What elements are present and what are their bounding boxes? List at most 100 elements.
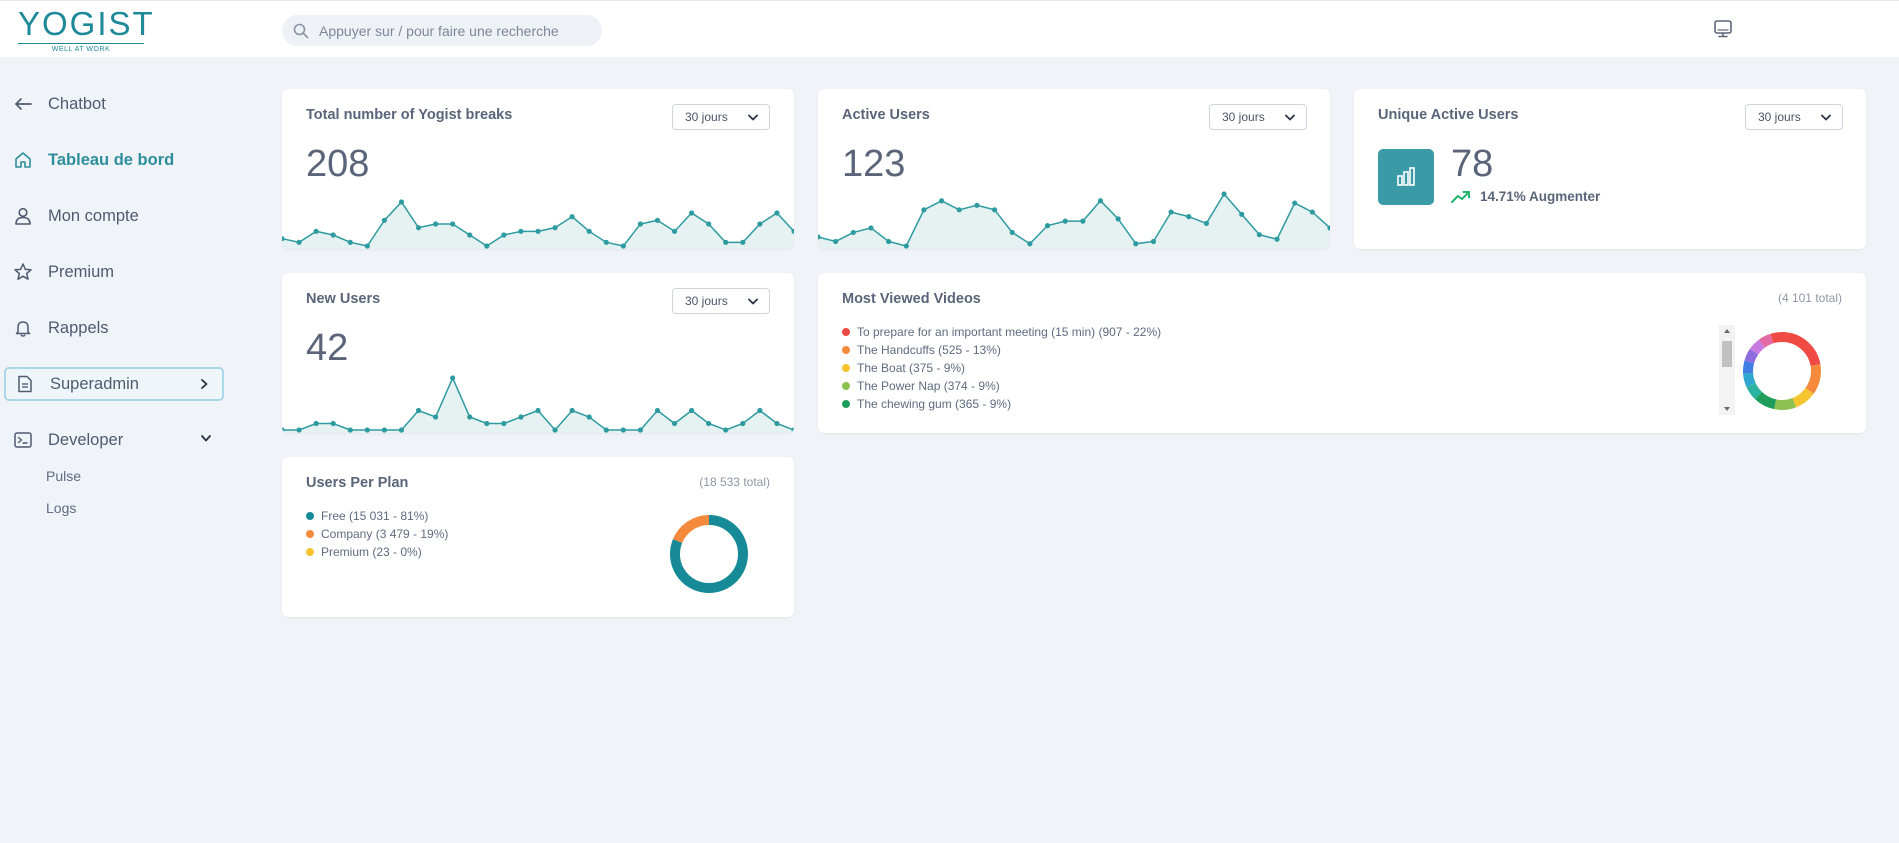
breaks-point[interactable]	[535, 228, 541, 234]
videos-slice[interactable]	[1743, 332, 1821, 410]
legend-item[interactable]: Premium (23 - 0%)	[306, 543, 448, 561]
new-users-point[interactable]	[467, 414, 473, 420]
legend-item[interactable]: The Power Nap (374 - 9%)	[842, 377, 1161, 395]
new-users-point[interactable]	[740, 420, 746, 427]
active-users-point[interactable]	[1186, 214, 1192, 220]
active-users-point[interactable]	[1221, 191, 1227, 197]
scroll-down-icon[interactable]	[1719, 403, 1735, 415]
sidebar-item-premium[interactable]: Premium	[4, 255, 224, 289]
new-users-point[interactable]	[620, 427, 626, 433]
breaks-point[interactable]	[347, 239, 353, 245]
new-users-point[interactable]	[791, 427, 794, 433]
new-users-point[interactable]	[484, 420, 490, 427]
breaks-point[interactable]	[552, 225, 558, 231]
period-select[interactable]: 30 jours	[672, 288, 770, 314]
new-users-point[interactable]	[757, 407, 763, 414]
new-users-point[interactable]	[603, 427, 609, 433]
new-users-point[interactable]	[364, 427, 370, 433]
active-users-point[interactable]	[1292, 200, 1298, 206]
breaks-point[interactable]	[313, 228, 319, 234]
new-users-point[interactable]	[381, 427, 387, 433]
new-users-point[interactable]	[689, 407, 695, 414]
new-users-point[interactable]	[569, 407, 575, 414]
active-users-point[interactable]	[1027, 241, 1033, 247]
breaks-point[interactable]	[671, 228, 678, 234]
active-users-point[interactable]	[1062, 218, 1068, 224]
sidebar-item-dashboard[interactable]: Tableau de bord	[4, 143, 224, 177]
search-input[interactable]	[319, 22, 579, 39]
new-users-point[interactable]	[282, 427, 285, 433]
active-users-point[interactable]	[974, 202, 980, 208]
active-users-point[interactable]	[903, 243, 909, 249]
new-users-point[interactable]	[518, 414, 524, 420]
legend-item[interactable]: To prepare for an important meeting (15 …	[842, 323, 1161, 341]
new-users-point[interactable]	[723, 427, 729, 433]
new-users-point[interactable]	[637, 427, 643, 433]
breaks-point[interactable]	[706, 221, 712, 227]
new-users-point[interactable]	[501, 420, 507, 427]
breaks-point[interactable]	[791, 228, 794, 234]
scroll-up-icon[interactable]	[1719, 325, 1735, 337]
new-users-point[interactable]	[654, 407, 661, 414]
new-users-point[interactable]	[535, 407, 541, 414]
active-users-point[interactable]	[1115, 216, 1121, 222]
active-users-point[interactable]	[1009, 229, 1015, 236]
sidebar-item-superadmin[interactable]: Superadmin	[4, 367, 224, 401]
active-users-point[interactable]	[1274, 236, 1280, 242]
breaks-point[interactable]	[381, 217, 387, 223]
sidebar-subitem-logs[interactable]: Logs	[46, 500, 77, 516]
breaks-point[interactable]	[620, 243, 626, 249]
breaks-point[interactable]	[757, 221, 763, 227]
breaks-point[interactable]	[586, 228, 592, 234]
breaks-point[interactable]	[282, 236, 285, 242]
sidebar-item-account[interactable]: Mon compte	[4, 199, 224, 233]
breaks-point[interactable]	[415, 225, 422, 231]
breaks-point[interactable]	[296, 239, 302, 245]
new-users-point[interactable]	[433, 414, 439, 420]
videos-slice[interactable]	[1743, 332, 1821, 410]
videos-legend-scrollbar[interactable]	[1719, 325, 1735, 415]
active-users-point[interactable]	[1080, 218, 1086, 224]
legend-item[interactable]: The Boat (375 - 9%)	[842, 359, 1161, 377]
breaks-point[interactable]	[501, 232, 507, 238]
breaks-point[interactable]	[569, 214, 575, 220]
active-users-point[interactable]	[886, 238, 892, 245]
active-users-point[interactable]	[1256, 232, 1262, 238]
sidebar-subitem-pulse[interactable]: Pulse	[46, 468, 82, 484]
breaks-point[interactable]	[484, 243, 490, 249]
period-select[interactable]: 30 jours	[672, 104, 770, 130]
plans-slice[interactable]	[670, 515, 748, 593]
active-users-point[interactable]	[1097, 198, 1104, 204]
active-users-point[interactable]	[1133, 241, 1139, 247]
breaks-point[interactable]	[467, 232, 473, 238]
active-users-point[interactable]	[956, 207, 962, 213]
breaks-point[interactable]	[689, 210, 695, 216]
breaks-point[interactable]	[364, 243, 370, 249]
legend-item[interactable]: The chewing gum (365 - 9%)	[842, 395, 1161, 413]
new-users-point[interactable]	[313, 420, 319, 427]
breaks-point[interactable]	[740, 239, 746, 245]
new-users-point[interactable]	[671, 420, 678, 427]
active-users-point[interactable]	[818, 234, 821, 240]
sidebar-item-chatbot[interactable]: Chatbot	[4, 87, 224, 121]
videos-slice[interactable]	[1743, 332, 1821, 410]
active-users-point[interactable]	[1327, 225, 1330, 231]
sidebar-item-reminders[interactable]: Rappels	[4, 311, 224, 345]
new-users-point[interactable]	[774, 420, 780, 427]
active-users-point[interactable]	[868, 225, 874, 231]
scrollbar-thumb[interactable]	[1722, 341, 1732, 367]
active-users-point[interactable]	[921, 207, 927, 213]
new-users-point[interactable]	[706, 420, 712, 427]
new-users-point[interactable]	[552, 427, 558, 433]
breaks-point[interactable]	[398, 199, 405, 205]
legend-item[interactable]: Free (15 031 - 81%)	[306, 507, 448, 525]
active-users-point[interactable]	[991, 207, 998, 213]
new-users-point[interactable]	[415, 407, 422, 414]
breaks-point[interactable]	[330, 232, 336, 238]
breaks-point[interactable]	[433, 221, 439, 227]
active-users-point[interactable]	[1309, 209, 1315, 215]
breaks-point[interactable]	[518, 228, 524, 234]
breaks-point[interactable]	[603, 239, 609, 245]
breaks-point[interactable]	[774, 210, 780, 216]
active-users-point[interactable]	[1203, 220, 1210, 226]
